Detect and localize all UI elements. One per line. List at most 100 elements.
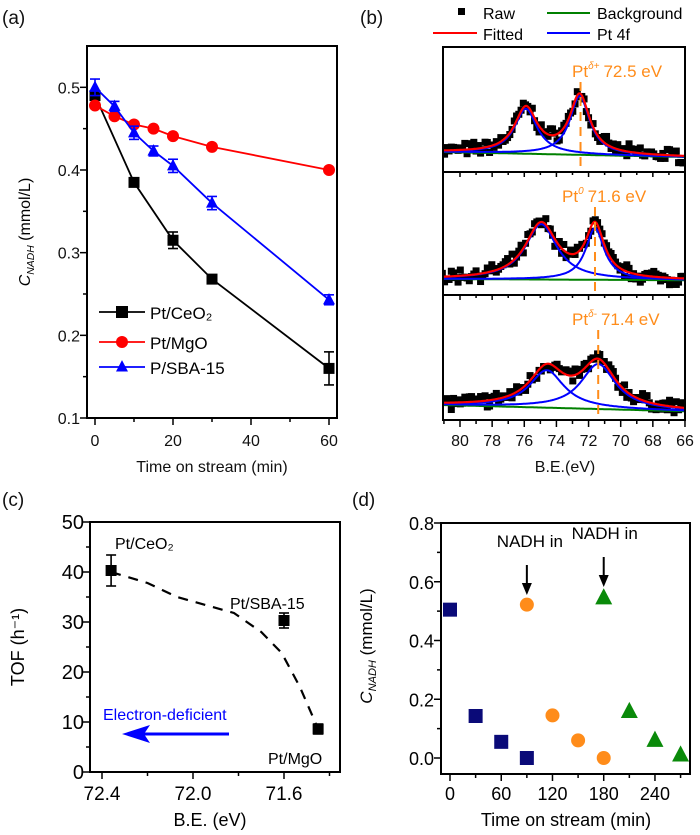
- arrow-left-icon: [122, 725, 150, 743]
- point-label: Pt/SBA-15: [230, 596, 305, 613]
- raw-point: [607, 249, 615, 257]
- raw-point: [612, 148, 620, 156]
- series-circle: [89, 99, 335, 176]
- y-tick-label: 0.6: [409, 573, 434, 593]
- raw-point: [573, 367, 581, 375]
- spectrum-subpanel: Pt0 71.6 eV: [442, 171, 686, 296]
- y-tick-label: 0.4: [409, 632, 434, 652]
- raw-point: [490, 143, 498, 151]
- series-line: [94, 86, 330, 301]
- raw-point: [517, 241, 525, 249]
- raw-point: [450, 269, 458, 277]
- pt4f-component-curve: [443, 369, 685, 412]
- raw-point: [533, 374, 541, 382]
- data-point: [468, 708, 483, 723]
- raw-point: [589, 120, 597, 128]
- raw-point: [474, 272, 482, 280]
- peak-label: Pt0 71.6 eV: [562, 186, 647, 206]
- data-point-group: [312, 723, 324, 735]
- raw-point: [465, 277, 473, 285]
- raw-point: [603, 242, 611, 250]
- annotation-label: NADH in: [497, 532, 563, 551]
- x-tick-label: 68: [644, 433, 662, 450]
- y-tick-label: 20: [62, 662, 84, 684]
- y-axis-label: CNADH (mmol/L): [357, 588, 379, 703]
- raw-point: [488, 261, 496, 269]
- y-axis-label: CNADH (mmol/L): [17, 178, 37, 287]
- raw-point: [670, 409, 678, 417]
- raw-point: [497, 134, 505, 142]
- raw-point: [576, 244, 584, 252]
- series-triangle: [595, 588, 690, 762]
- raw-point: [598, 230, 606, 238]
- annotation-label: NADH in: [572, 524, 638, 543]
- raw-point: [621, 145, 629, 153]
- raw-point: [542, 215, 550, 223]
- y-tick-label: 0.2: [409, 690, 434, 710]
- data-point: [672, 745, 690, 762]
- raw-point: [492, 138, 500, 146]
- raw-point: [515, 388, 523, 396]
- x-tick-label: 60: [320, 433, 338, 450]
- raw-point: [618, 388, 626, 396]
- raw-point: [585, 365, 593, 373]
- data-point: [206, 196, 218, 208]
- raw-point: [468, 143, 476, 151]
- legend-marker: [116, 306, 128, 318]
- raw-point: [544, 132, 552, 140]
- raw-point: [515, 247, 523, 255]
- panel-c: (c) 72.4 72.0 71.6 0 10 20 30 40 50 B.E. (eV) TOF (…: [2, 490, 341, 830]
- raw-point: [450, 394, 458, 402]
- raw-point: [454, 278, 462, 286]
- panel-a: (a) 0 20 40 60 0.1 0.2 0.3 0.4 0.5 Time on stream …: [2, 8, 338, 476]
- raw-point: [553, 360, 561, 368]
- data-point: [519, 597, 534, 612]
- y-tick-label: 40: [62, 562, 84, 584]
- raw-point: [519, 249, 527, 257]
- legend-marker: [458, 8, 465, 15]
- raw-point: [506, 388, 514, 396]
- data-point: [108, 99, 121, 111]
- raw-point: [537, 367, 545, 375]
- point-label: Pt/MgO: [268, 751, 322, 768]
- pt4f-component-curve: [443, 362, 685, 410]
- raw-point: [675, 278, 683, 286]
- raw-point: [510, 117, 518, 125]
- data-point: [545, 708, 560, 723]
- data-point: [620, 701, 638, 719]
- raw-point: [612, 258, 620, 266]
- raw-point: [463, 150, 471, 158]
- legend-marker: [116, 336, 128, 348]
- y-tick-label: 0: [73, 762, 84, 784]
- legend-item: Pt/CeO₂: [99, 304, 212, 323]
- legend-label: Raw: [483, 6, 515, 23]
- data-point: [443, 602, 457, 617]
- y-label-main: C: [357, 691, 376, 704]
- x-tick-label: 240: [640, 784, 670, 804]
- subpanel-frame: [442, 294, 686, 421]
- trend-line: [110, 570, 320, 730]
- legend-label: Background: [597, 6, 682, 23]
- x-tick-label: 76: [515, 433, 533, 450]
- raw-point: [668, 400, 676, 408]
- raw-point: [605, 361, 613, 369]
- data-point: [105, 565, 117, 576]
- legend-label: P/SBA-15: [150, 359, 225, 378]
- data-point: [167, 159, 179, 171]
- raw-point: [459, 144, 467, 152]
- y-tick-label: 0.1: [58, 411, 80, 428]
- legend-item: Pt/MgO: [99, 334, 208, 353]
- raw-point: [609, 140, 617, 148]
- data-point: [206, 273, 218, 285]
- raw-point: [582, 359, 590, 367]
- raw-point: [522, 386, 530, 394]
- data-point: [596, 751, 611, 765]
- spectrum-subpanel: Ptδ- 71.4 eV: [442, 294, 686, 421]
- data-point: [167, 234, 179, 246]
- data-point: [278, 615, 290, 626]
- raw-point: [621, 381, 629, 389]
- panel-d: (d) 0 60 120 180 240 0.0 0.2 0.4 0.6 0.8 Time on st…: [352, 490, 691, 830]
- raw-point: [474, 142, 482, 150]
